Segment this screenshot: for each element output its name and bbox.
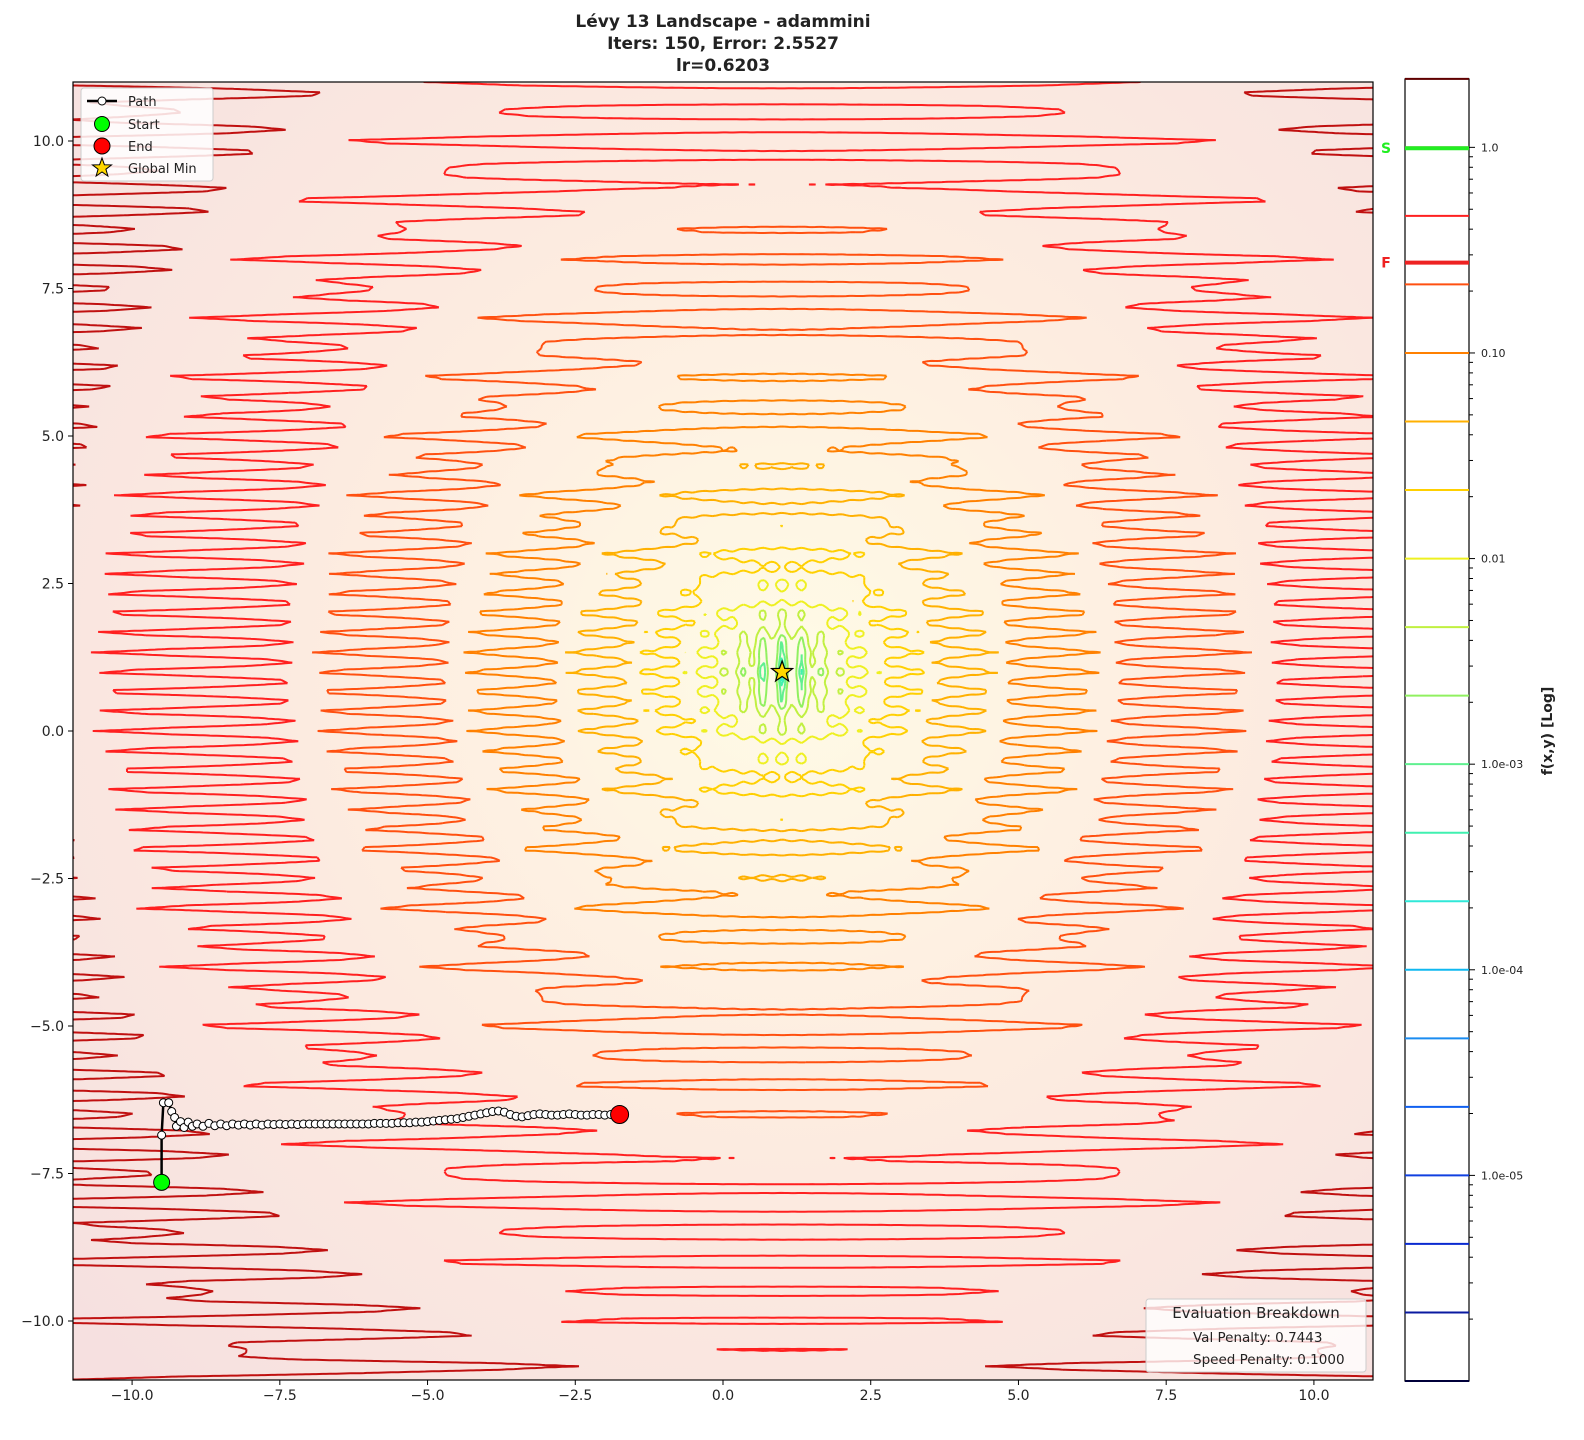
colorbar-tick-label: 0.10 — [1481, 347, 1506, 360]
evaluation-title: Evaluation Breakdown — [1172, 1304, 1340, 1322]
y-tick-label: −7.5 — [30, 1167, 64, 1183]
x-tick-label: 7.5 — [1155, 1388, 1177, 1404]
y-tick-label: −2.5 — [30, 872, 64, 888]
legend-start: Start — [95, 117, 160, 134]
colorbar-tick-label: 1.0e-05 — [1481, 1169, 1523, 1182]
colorbar-tick-label: 1.0e-03 — [1481, 758, 1523, 771]
colorbar: 1.0 0.10 0.01 1.0e-03 1.0e-04 1.0e-05 S F — [1381, 79, 1523, 1381]
x-tick-label: −10.0 — [111, 1388, 154, 1404]
colorbar-marker-S: S — [1381, 141, 1391, 157]
y-tick-label: 0.0 — [42, 724, 64, 740]
x-tick-label: 0.0 — [712, 1388, 734, 1404]
path-point — [165, 1099, 173, 1107]
x-tick-label: −5.0 — [411, 1388, 445, 1404]
path-point — [158, 1131, 166, 1139]
y-tick-label: −5.0 — [30, 1019, 64, 1035]
legend-label-global-min: Global Min — [128, 162, 197, 177]
y-tick-label: 2.5 — [42, 577, 64, 593]
colorbar-label: f(x,y) [Log] — [1540, 687, 1556, 776]
chart-title: Lévy 13 Landscape - adammini Iters: 150,… — [575, 12, 870, 76]
title-line-3: lr=0.6203 — [676, 56, 770, 76]
colorbar-tick-label: 1.0 — [1481, 141, 1499, 154]
y-tick-label: −10.0 — [21, 1314, 64, 1330]
colorbar-tick-label: 1.0e-04 — [1481, 964, 1523, 977]
legend-label-path: Path — [128, 95, 157, 110]
x-axis: −10.0 −7.5 −5.0 −2.5 0.0 2.5 5.0 7.5 10.0 — [111, 1380, 1330, 1404]
colorbar-tick-label: 0.01 — [1481, 553, 1506, 566]
val-penalty: Val Penalty: 0.7443 — [1193, 1330, 1322, 1346]
x-tick-label: 2.5 — [860, 1388, 882, 1404]
y-tick-label: 7.5 — [42, 282, 64, 298]
legend: Path Start End Global Min — [81, 88, 213, 181]
path-marker-icon — [98, 97, 106, 105]
start-point — [154, 1174, 170, 1190]
title-line-2: Iters: 150, Error: 2.5527 — [607, 34, 839, 54]
evaluation-breakdown-box: Evaluation Breakdown Val Penalty: 0.7443… — [1146, 1299, 1366, 1372]
x-tick-label: 5.0 — [1007, 1388, 1029, 1404]
y-tick-label: 10.0 — [33, 134, 64, 150]
x-tick-label: −7.5 — [263, 1388, 297, 1404]
legend-label-end: End — [128, 140, 153, 155]
title-line-1: Lévy 13 Landscape - adammini — [575, 12, 870, 32]
legend-label-start: Start — [128, 118, 160, 133]
colorbar-marker-F: F — [1381, 256, 1391, 272]
y-tick-label: 5.0 — [42, 429, 64, 445]
y-axis: 10.0 7.5 5.0 2.5 0.0 −2.5 −5.0 −7.5 −10.0 — [21, 134, 73, 1330]
speed-penalty: Speed Penalty: 0.1000 — [1193, 1352, 1345, 1368]
end-circle-icon — [94, 138, 110, 154]
start-circle-icon — [95, 117, 110, 132]
x-tick-label: 10.0 — [1298, 1388, 1329, 1404]
end-point — [611, 1106, 629, 1124]
x-tick-label: −2.5 — [558, 1388, 592, 1404]
